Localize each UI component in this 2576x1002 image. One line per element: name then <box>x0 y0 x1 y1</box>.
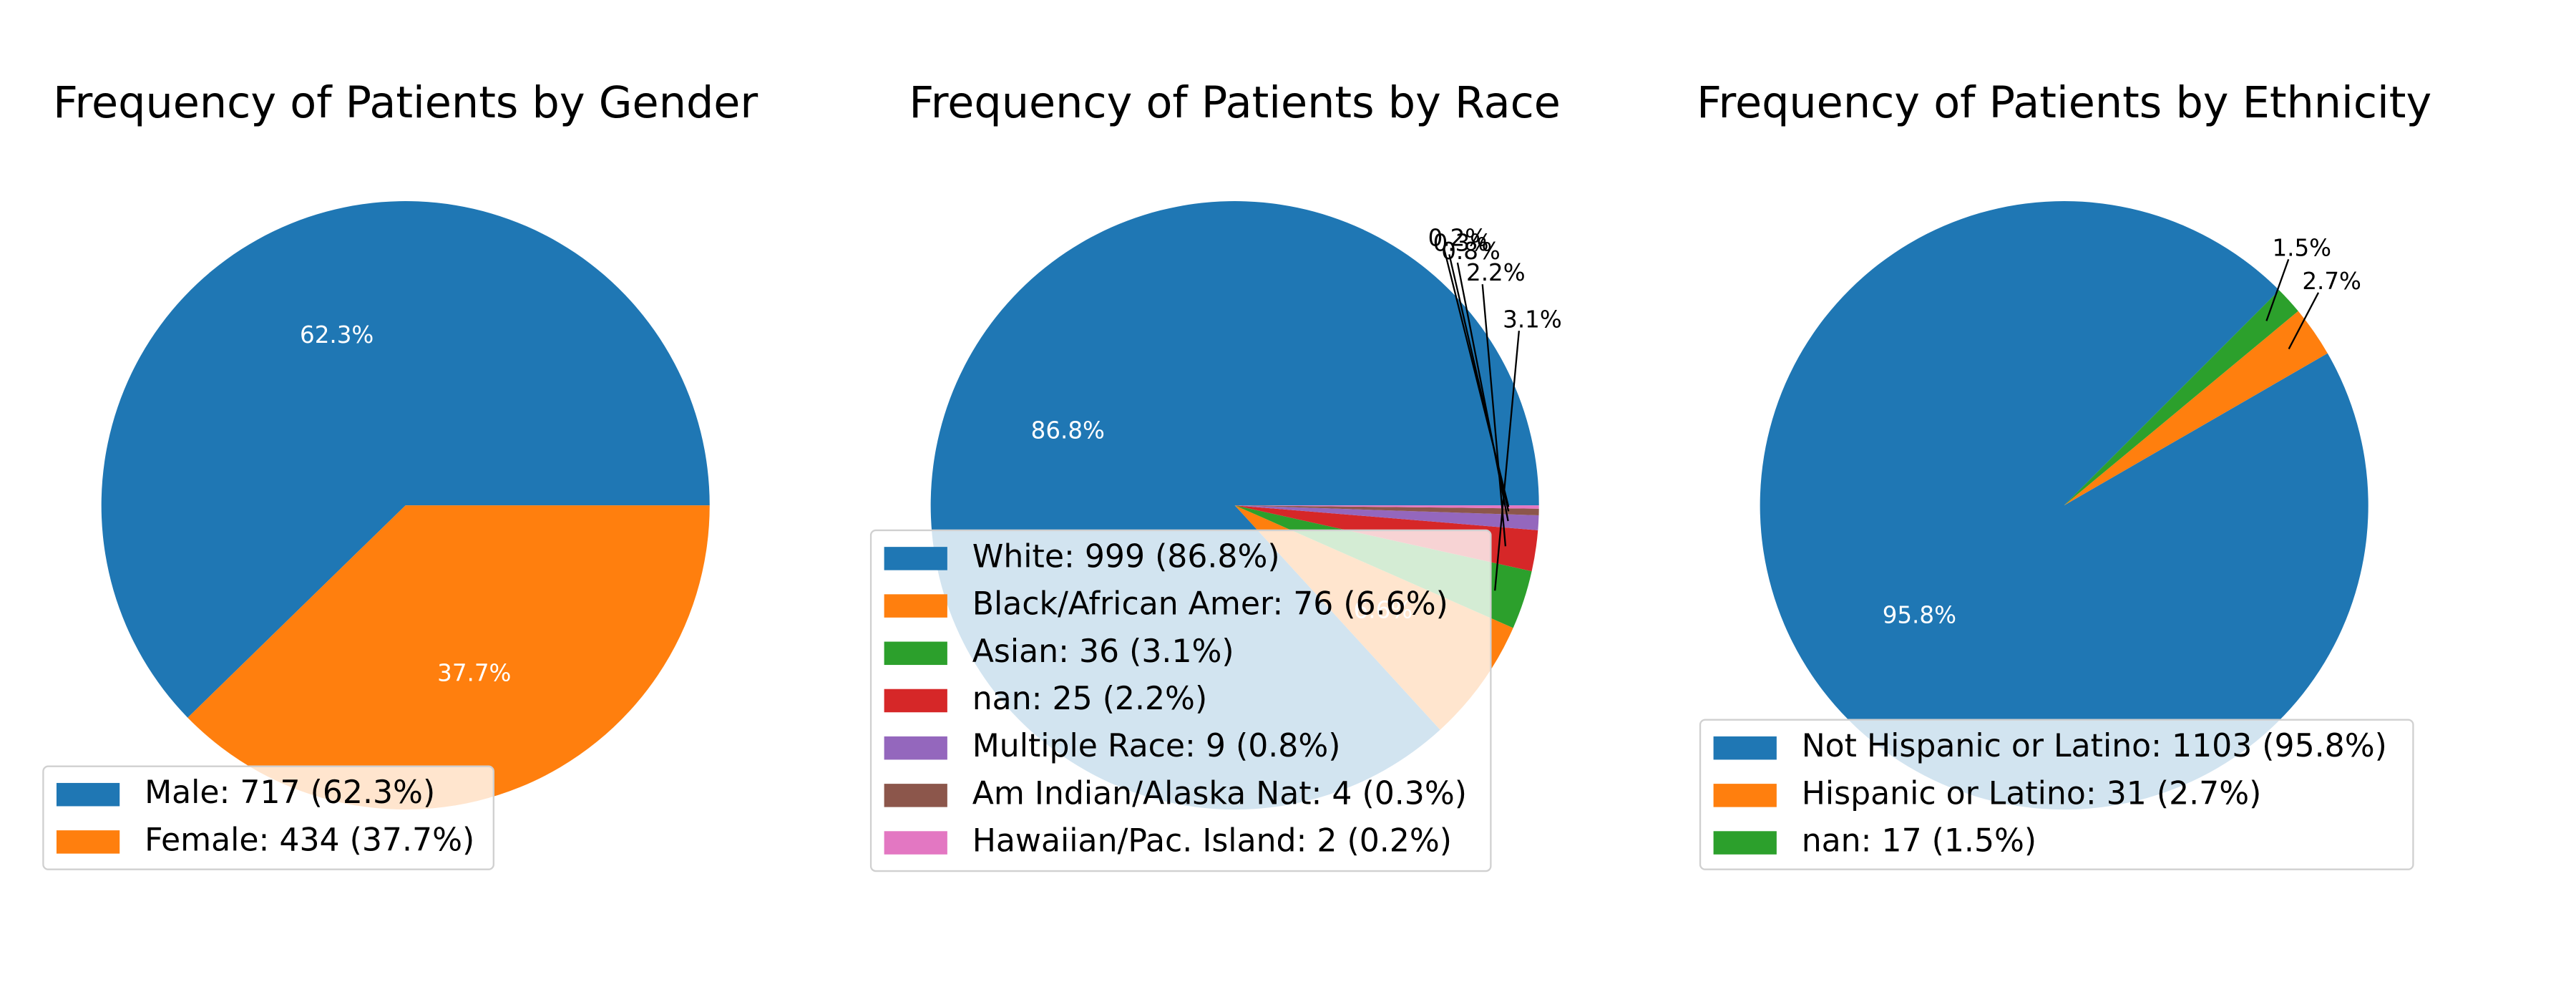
gender-chart-title: Frequency of Patients by Gender <box>53 78 758 128</box>
slice-pct-label-nan: 2.2% <box>1466 259 1526 286</box>
slice-pct-label-not-hispanic-or-latino: 95.8% <box>1883 601 1956 628</box>
legend-box <box>869 529 1492 872</box>
pie-slice-male <box>101 201 710 718</box>
legend-swatch-nan <box>884 689 947 713</box>
legend-swatch-multiple-race <box>884 736 947 760</box>
slice-leader-line <box>2265 258 2290 321</box>
slice-labels: 95.8% 2.7% 1.5% <box>1883 234 2361 628</box>
slice-pct-label-hawaiian-pac-island: 0.2% <box>1428 224 1488 251</box>
legend-entry-not-hispanic-or-latino: Not Hispanic or Latino: 1103 (95.8%) <box>1802 728 2387 764</box>
pie-slice-female <box>187 505 710 810</box>
legend: Male: 717 (62.3%) Female: 434 (37.7%) <box>42 765 494 870</box>
race-chart-title: Frequency of Patients by Race <box>909 78 1561 128</box>
race-pie-chart: Frequency of Patients by Race 86.8%6.6%3… <box>869 78 1562 872</box>
slice-pct-label-hispanic-or-latino: 2.7% <box>2302 268 2361 295</box>
slice-leader-line <box>1481 284 1507 547</box>
legend-entry-multiple-race: Multiple Race: 9 (0.8%) <box>972 728 1341 764</box>
legend-swatch-am-indian-alaska-nat <box>884 784 947 807</box>
legend-entry-hispanic-or-latino: Hispanic or Latino: 31 (2.7%) <box>1802 775 2262 812</box>
slice-pct-label-white: 86.8% <box>1031 417 1105 444</box>
slice-pct-label-nan: 1.5% <box>2273 234 2332 261</box>
legend-swatch-black-african-amer <box>884 594 947 618</box>
legend-swatch-hispanic-or-latino <box>1713 784 1777 807</box>
slice-leader-line <box>1456 262 1509 522</box>
legend-entry-am-indian-alaska-nat: Am Indian/Alaska Nat: 4 (0.3%) <box>972 775 1467 812</box>
legend-box <box>1699 719 2414 870</box>
legend-swatch-male <box>56 782 120 807</box>
legend-swatch-hawaiian-pac-island <box>884 831 947 855</box>
ethnicity-chart-title: Frequency of Patients by Ethnicity <box>1697 78 2431 128</box>
legend-entry-white: White: 999 (86.8%) <box>972 538 1280 575</box>
legend-entry-nan: nan: 25 (2.2%) <box>972 681 1207 717</box>
slice-leader-line <box>1443 249 1510 507</box>
slice-leader-line <box>1494 331 1521 591</box>
pie-slice-am-indian-alaska-nat <box>1234 505 1539 515</box>
legend-entry-asian: Asian: 36 (3.1%) <box>972 633 1234 670</box>
legend-entry-hawaiian-pac-island: Hawaiian/Pac. Island: 2 (0.2%) <box>972 823 1452 860</box>
slice-pct-label-female: 37.7% <box>437 659 511 686</box>
legend-entry-nan: nan: 17 (1.5%) <box>1802 823 2036 860</box>
pie-slice-hawaiian-pac-island <box>1234 505 1539 509</box>
gender-pie-chart: Frequency of Patients by Gender 62.3% 37.… <box>42 78 758 870</box>
legend-swatch-not-hispanic-or-latino <box>1713 736 1777 760</box>
legend-entry-male: Male: 717 (62.3%) <box>145 774 435 811</box>
legend-swatch-nan <box>1713 831 1777 855</box>
legend-swatch-white <box>884 547 947 570</box>
ethnicity-pie-chart: Frequency of Patients by Ethnicity 95.8%… <box>1697 78 2431 870</box>
slice-pct-label-am-indian-alaska-nat: 0.3% <box>1433 229 1493 256</box>
pie-slice-not-hispanic-or-latino <box>1760 201 2368 810</box>
legend-entry-female: Female: 434 (37.7%) <box>145 822 474 858</box>
legend: Not Hispanic or Latino: 1103 (95.8%) Hisp… <box>1699 719 2414 870</box>
legend-swatch-female <box>56 830 120 854</box>
legend-entry-black-african-amer: Black/African Amer: 76 (6.6%) <box>972 586 1448 623</box>
pie-slice-multiple-race <box>1234 505 1539 530</box>
legend-box <box>42 765 494 870</box>
slice-labels: 62.3% 37.7% <box>300 321 511 686</box>
pie-slice-hispanic-or-latino <box>2064 311 2328 506</box>
pie-slice-nan <box>2064 290 2298 506</box>
slice-leader-line <box>2288 292 2320 350</box>
slice-pct-label-asian: 3.1% <box>1503 306 1562 333</box>
legend: White: 999 (86.8%) Black/African Amer: 76… <box>869 529 1492 872</box>
legend-swatch-asian <box>884 641 947 666</box>
slice-pct-label-male: 62.3% <box>300 321 374 349</box>
